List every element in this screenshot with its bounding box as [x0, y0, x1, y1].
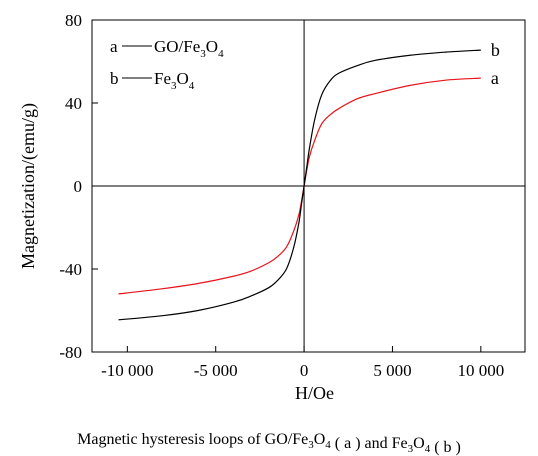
- y-tick-label: -80: [59, 343, 82, 362]
- series-end-label-b: b: [491, 40, 500, 60]
- y-axis-title: Magnetization/(emu/g): [18, 103, 39, 269]
- y-tick-label: 0: [74, 177, 83, 196]
- legend-label-a: GO/Fe3O4: [154, 37, 224, 60]
- series-end-label-a: a: [491, 68, 499, 88]
- figure-caption: Magnetic hysteresis loops of GO/Fe3O4 ( …: [77, 431, 461, 456]
- legend-key-a: a: [110, 37, 118, 56]
- x-tick-label: -5 000: [194, 361, 238, 380]
- x-tick-label: 0: [300, 361, 309, 380]
- legend-label-b: Fe3O4: [154, 69, 195, 92]
- x-axis-title: H/Oe: [295, 383, 334, 403]
- y-tick-label: 80: [65, 11, 82, 30]
- x-tick-label: 5 000: [373, 361, 411, 380]
- legend-key-b: b: [110, 69, 119, 88]
- y-tick-label: 40: [65, 94, 82, 113]
- series-line-b: [118, 49, 481, 321]
- y-tick-label: -40: [59, 260, 82, 279]
- x-tick-label: -10 000: [101, 361, 153, 380]
- x-tick-label: 10 000: [457, 361, 504, 380]
